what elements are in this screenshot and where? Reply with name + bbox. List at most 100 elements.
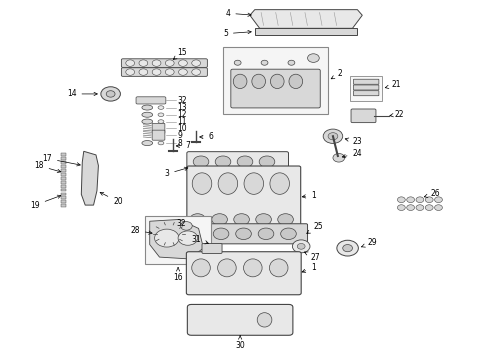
Circle shape [258, 228, 274, 239]
FancyBboxPatch shape [136, 97, 166, 104]
Text: 12: 12 [177, 110, 187, 119]
FancyBboxPatch shape [187, 166, 301, 235]
Ellipse shape [252, 74, 266, 89]
FancyBboxPatch shape [353, 79, 379, 84]
Ellipse shape [193, 156, 209, 167]
Circle shape [297, 243, 305, 249]
Polygon shape [150, 220, 203, 259]
Circle shape [178, 231, 197, 245]
FancyBboxPatch shape [187, 224, 308, 244]
Text: 23: 23 [345, 137, 362, 146]
Text: 22: 22 [390, 110, 404, 119]
Bar [145, 216, 211, 264]
Ellipse shape [158, 106, 164, 109]
Bar [61, 185, 66, 188]
Bar [61, 201, 66, 203]
Circle shape [101, 87, 121, 101]
Bar [61, 153, 66, 156]
Circle shape [139, 60, 148, 66]
Circle shape [213, 228, 229, 239]
Circle shape [435, 197, 442, 203]
Text: 14: 14 [67, 89, 98, 98]
Circle shape [333, 153, 344, 162]
Circle shape [234, 60, 241, 65]
Bar [61, 193, 66, 195]
Circle shape [192, 69, 200, 75]
Circle shape [126, 60, 135, 66]
Text: 24: 24 [343, 149, 362, 158]
FancyBboxPatch shape [351, 109, 376, 123]
Circle shape [416, 197, 424, 203]
Bar [61, 165, 66, 168]
Text: 31: 31 [192, 235, 208, 244]
Text: 10: 10 [177, 124, 187, 133]
Text: 27: 27 [304, 252, 320, 262]
Bar [61, 181, 66, 184]
Text: 1: 1 [302, 191, 316, 200]
Circle shape [288, 60, 295, 65]
Ellipse shape [270, 74, 284, 89]
Circle shape [178, 60, 187, 66]
FancyBboxPatch shape [353, 91, 379, 96]
Text: 32: 32 [177, 96, 187, 105]
FancyBboxPatch shape [122, 59, 207, 67]
Bar [61, 173, 66, 176]
Circle shape [156, 224, 183, 244]
Ellipse shape [192, 173, 212, 194]
Circle shape [126, 69, 135, 75]
Ellipse shape [158, 113, 164, 117]
FancyBboxPatch shape [152, 123, 165, 134]
Text: 26: 26 [424, 189, 441, 198]
Ellipse shape [256, 214, 271, 225]
Text: 2: 2 [331, 69, 343, 79]
Circle shape [425, 197, 433, 203]
Circle shape [163, 229, 175, 238]
Circle shape [152, 60, 161, 66]
FancyBboxPatch shape [186, 252, 301, 295]
Ellipse shape [244, 173, 264, 194]
Bar [223, 47, 328, 114]
Circle shape [416, 205, 424, 211]
Text: 4: 4 [225, 9, 251, 18]
Ellipse shape [158, 141, 164, 145]
Circle shape [152, 69, 161, 75]
Polygon shape [81, 151, 98, 205]
Text: 7: 7 [176, 141, 190, 150]
Circle shape [180, 222, 192, 230]
Text: 17: 17 [42, 154, 80, 166]
Text: 11: 11 [177, 117, 187, 126]
Ellipse shape [212, 214, 227, 225]
Circle shape [407, 205, 415, 211]
Text: 15: 15 [173, 48, 187, 59]
Circle shape [337, 240, 358, 256]
Text: 5: 5 [223, 29, 251, 38]
Ellipse shape [158, 120, 164, 123]
Circle shape [178, 69, 187, 75]
Circle shape [435, 205, 442, 211]
Circle shape [425, 205, 433, 211]
Text: 32: 32 [177, 219, 186, 228]
Text: 9: 9 [177, 131, 182, 140]
Ellipse shape [233, 74, 247, 89]
Circle shape [407, 197, 415, 203]
Ellipse shape [142, 140, 153, 145]
Bar [255, 28, 357, 35]
Text: 25: 25 [307, 222, 323, 233]
Text: 8: 8 [177, 139, 182, 148]
Ellipse shape [270, 259, 288, 277]
FancyBboxPatch shape [122, 68, 207, 76]
Ellipse shape [215, 156, 231, 167]
Text: 3: 3 [164, 167, 188, 179]
FancyBboxPatch shape [152, 130, 165, 140]
Circle shape [236, 228, 251, 239]
Circle shape [281, 228, 296, 239]
Ellipse shape [142, 112, 153, 117]
Ellipse shape [142, 119, 153, 124]
Text: 28: 28 [130, 226, 152, 235]
Ellipse shape [142, 105, 153, 110]
FancyBboxPatch shape [353, 85, 379, 90]
Text: 1: 1 [302, 264, 316, 273]
Bar [61, 161, 66, 164]
Ellipse shape [218, 259, 236, 277]
Circle shape [261, 60, 268, 65]
